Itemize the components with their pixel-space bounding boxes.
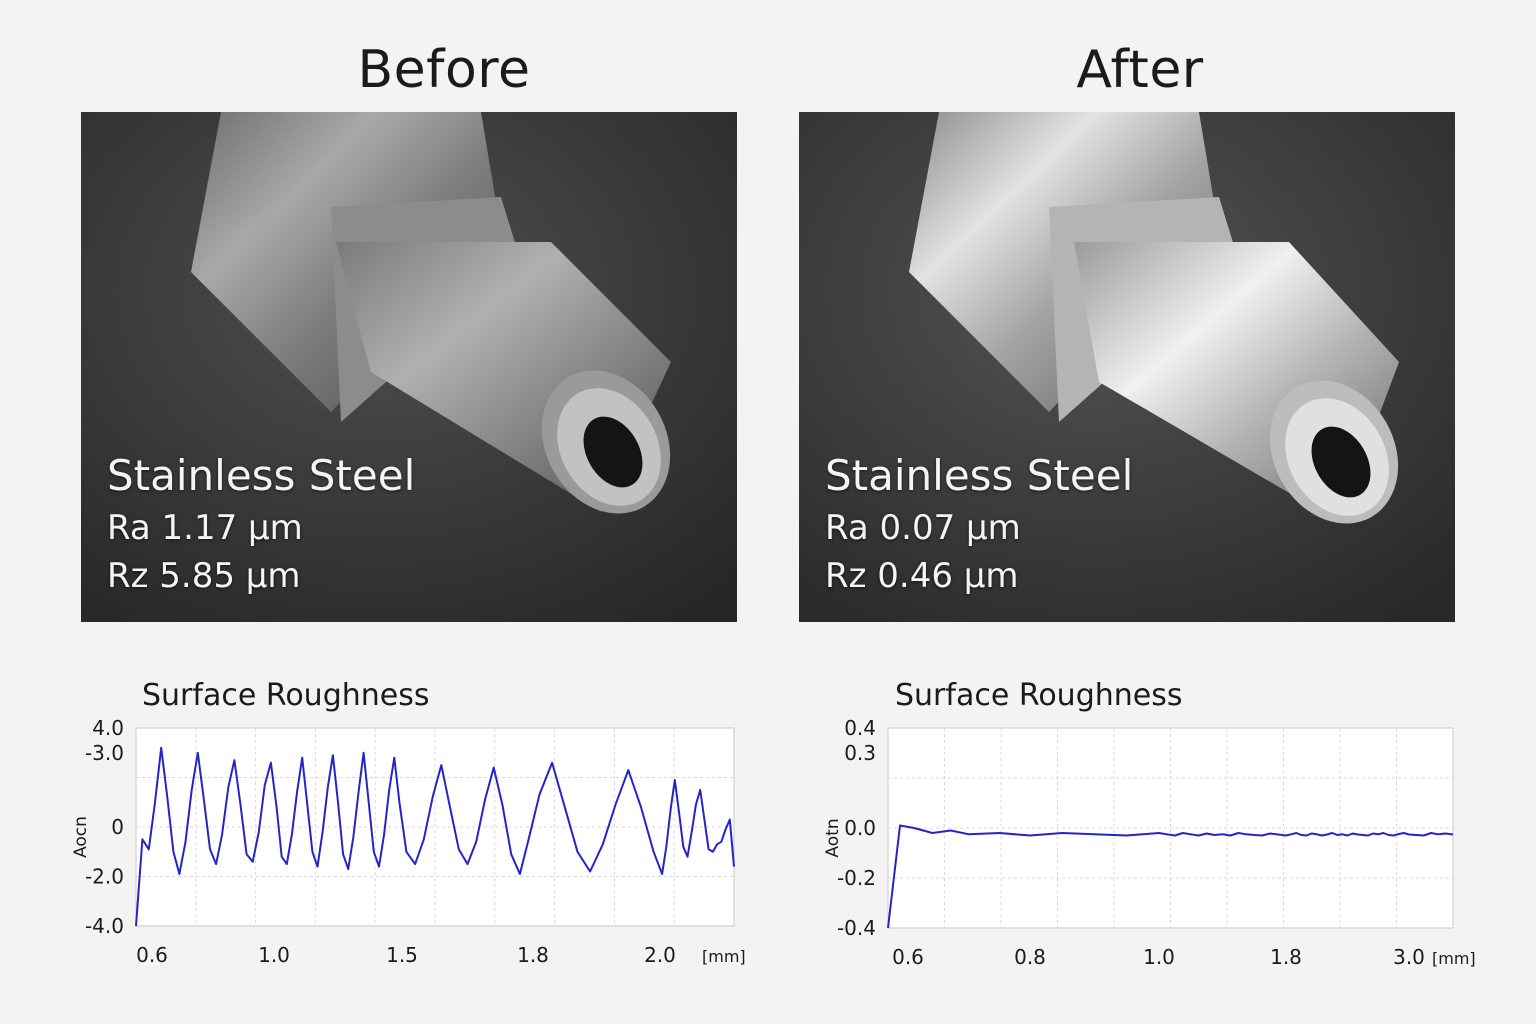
- after-x-tick-label: 1.0: [1143, 945, 1175, 969]
- before-photo-panel: Stainless Steel Ra 1.17 µm Rz 5.85 µm: [81, 112, 737, 622]
- after-chart-title: Surface Roughness: [895, 678, 1183, 713]
- before-roughness-chart: Surface Roughness 4.0 -3.0 0 -2.0 -4.0 Aocn 0.…: [60, 670, 760, 980]
- before-y-axis-label: Aocn: [71, 816, 91, 858]
- before-rz-value: Rz 5.85 µm: [107, 556, 301, 596]
- after-y-tick-label: -0.2: [837, 866, 876, 890]
- after-y-tick-label: -0.4: [837, 916, 876, 940]
- after-material-label: Stainless Steel: [825, 451, 1134, 500]
- after-y-tick-label: 0.0: [844, 816, 876, 840]
- before-part-illustration: [81, 112, 737, 622]
- after-x-unit-label: [mm]: [1432, 949, 1476, 968]
- after-heading: After: [1076, 40, 1204, 100]
- before-y-tick-label: -2.0: [85, 865, 124, 889]
- before-y-tick-label: 0: [111, 815, 124, 839]
- before-x-tick-label: 1.5: [386, 943, 418, 967]
- before-material-label: Stainless Steel: [107, 451, 416, 500]
- after-chart-plot: 0.40.3 0.0 -0.2 -0.4 Aotn 0.6 0.8 1.0 1.8 3.0 [mm]: [823, 716, 1476, 969]
- after-y-tick-label: 0.4: [844, 716, 876, 740]
- before-y-tick-label: -4.0: [85, 914, 124, 938]
- before-x-tick-label: 2.0: [644, 943, 676, 967]
- after-rz-value: Rz 0.46 µm: [825, 556, 1019, 596]
- after-x-tick-label: 3.0: [1393, 945, 1425, 969]
- before-x-tick-label: 0.6: [136, 943, 168, 967]
- before-chart-plot: 4.0-3.0 0 -2.0 -4.0 Aocn 0.6 1.0 1.5 1.8 2.0 [mm]: [71, 716, 746, 967]
- after-spec-overlay: Stainless Steel Ra 0.07 µm Rz 0.46 µm: [825, 448, 1133, 600]
- after-x-tick-label: 0.8: [1014, 945, 1046, 969]
- after-y-axis-label: Aotn: [823, 818, 843, 857]
- after-ra-value: Ra 0.07 µm: [825, 508, 1021, 548]
- after-x-tick-label: 1.8: [1270, 945, 1302, 969]
- before-y-tick-label: 4.0: [92, 716, 124, 740]
- after-roughness-chart: Surface Roughness 0.4 0.3 0.0 -0.2 -0.4 Aotn 0…: [812, 670, 1492, 980]
- before-heading: Before: [357, 40, 531, 100]
- before-ra-value: Ra 1.17 µm: [107, 508, 303, 548]
- before-x-tick-label: 1.8: [517, 943, 549, 967]
- after-y-tick-label: 0.3: [844, 741, 876, 765]
- after-roughness-trace: [887, 824, 1454, 929]
- after-part-illustration: [799, 112, 1455, 622]
- before-roughness-trace: [135, 746, 735, 927]
- after-x-tick-label: 0.6: [892, 945, 924, 969]
- before-spec-overlay: Stainless Steel Ra 1.17 µm Rz 5.85 µm: [107, 448, 415, 600]
- before-chart-title: Surface Roughness: [142, 678, 430, 713]
- before-x-unit-label: [mm]: [702, 947, 746, 966]
- before-x-tick-label: 1.0: [258, 943, 290, 967]
- after-photo-panel: Stainless Steel Ra 0.07 µm Rz 0.46 µm: [799, 112, 1455, 622]
- before-y-tick-label: -3.0: [85, 741, 124, 765]
